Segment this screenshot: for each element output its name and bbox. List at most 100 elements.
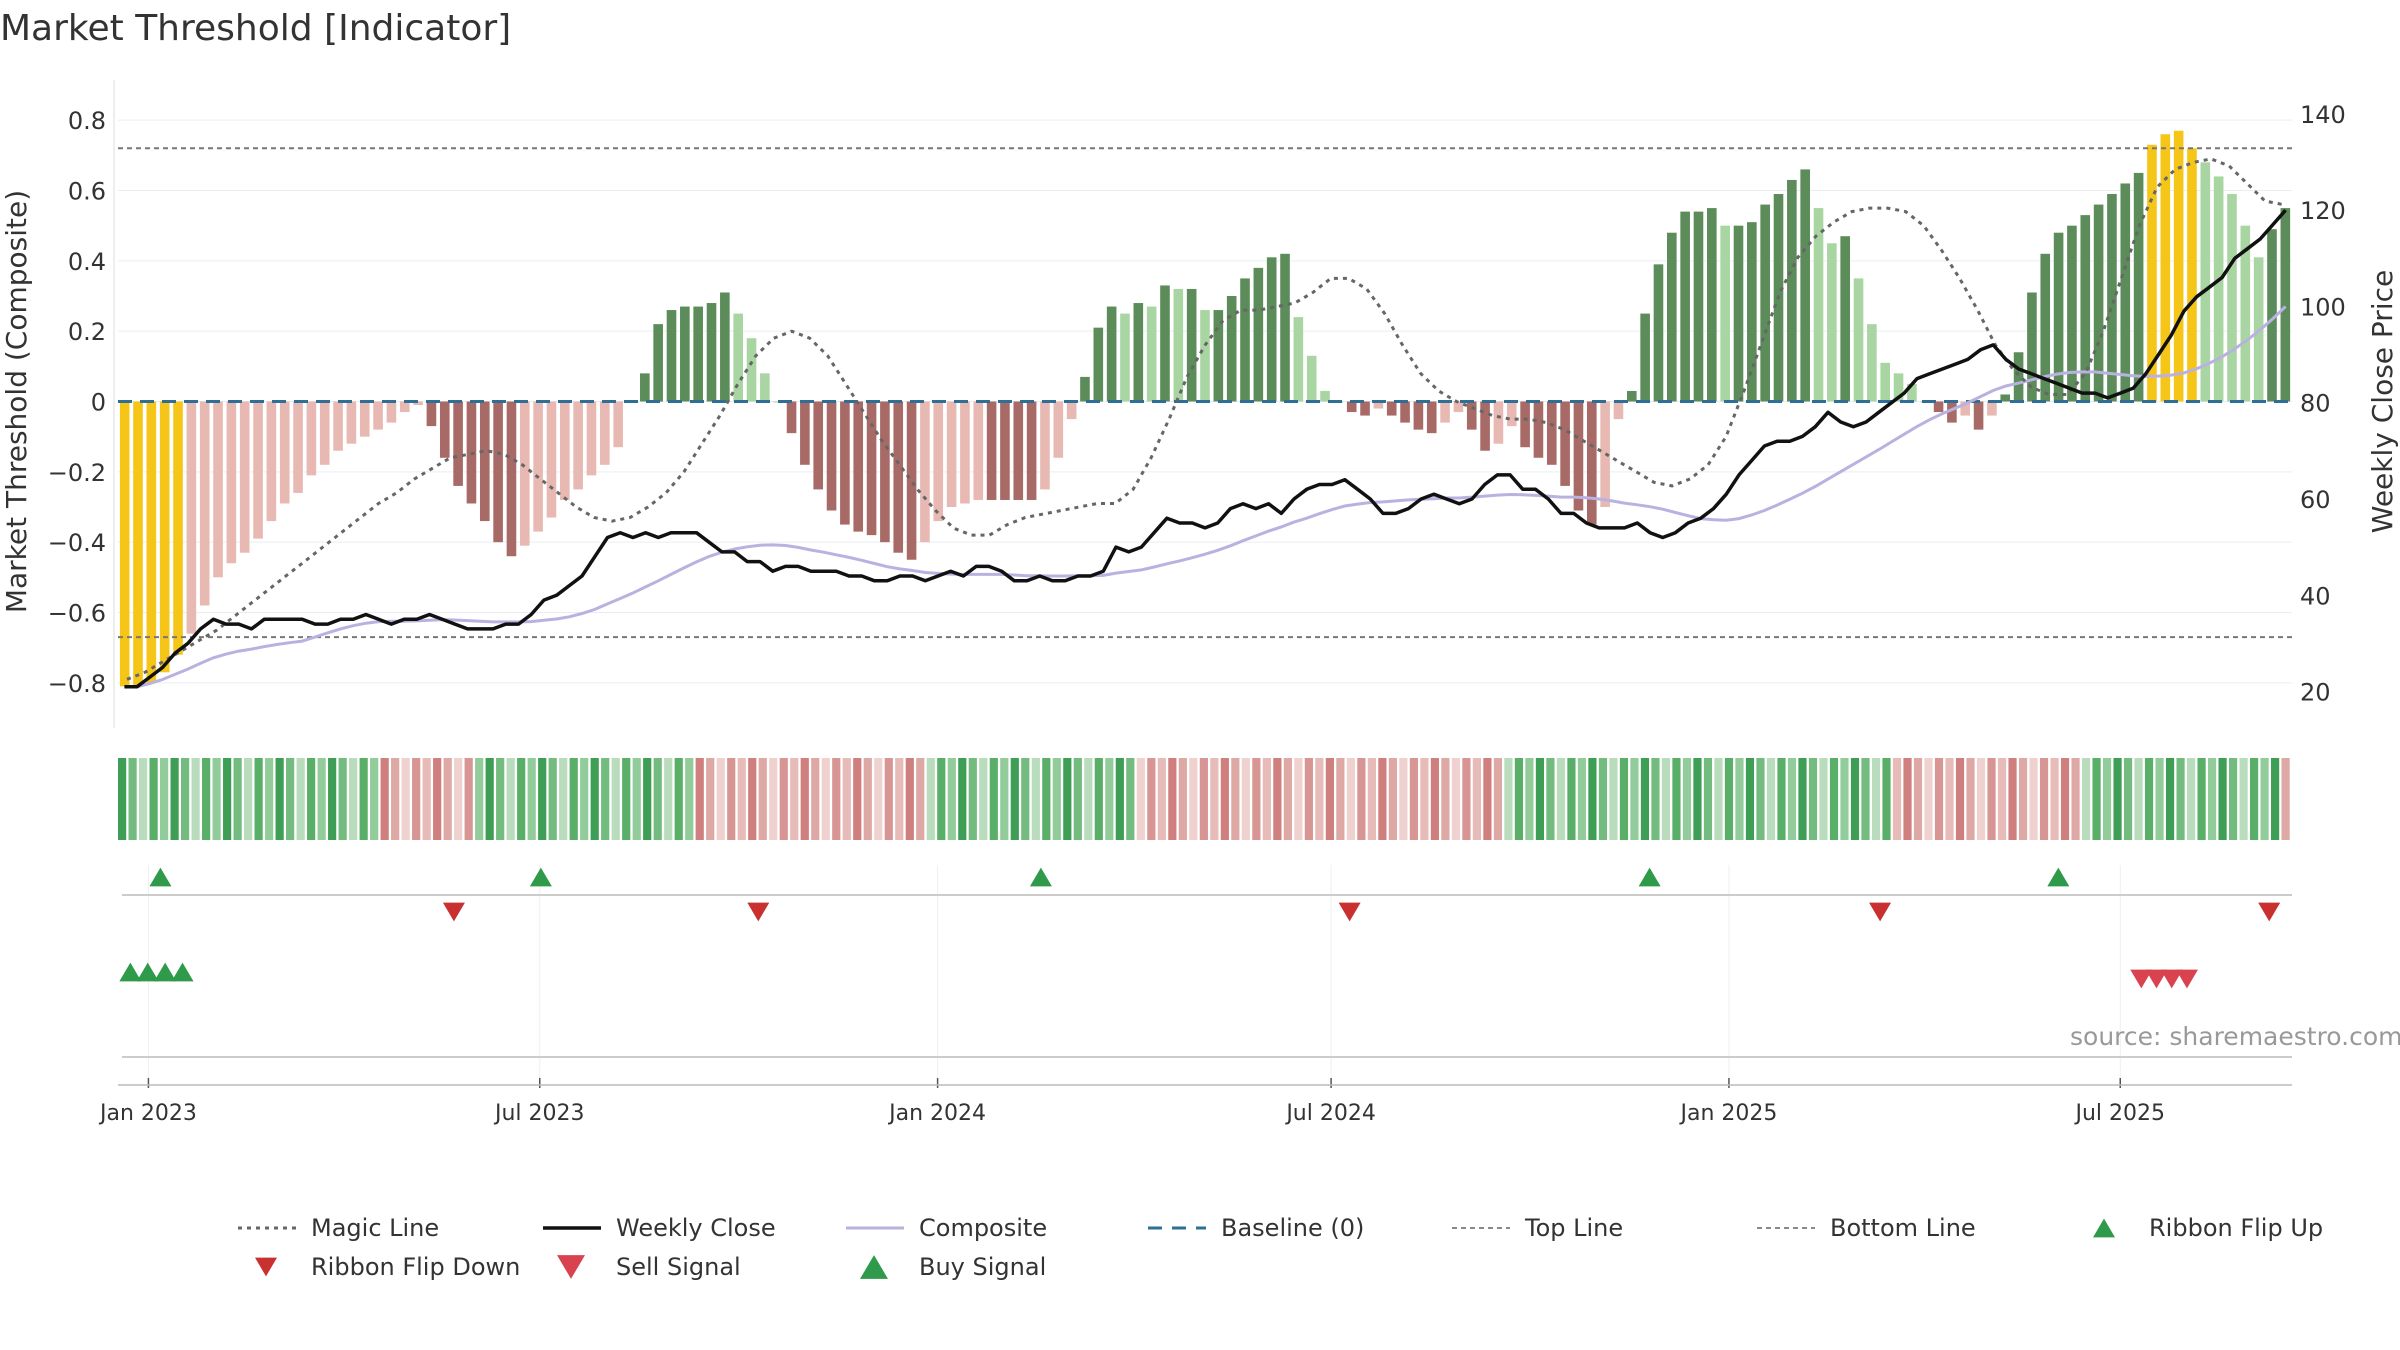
composite-bar xyxy=(1640,313,1650,402)
composite-bar xyxy=(1360,401,1370,416)
composite-bar xyxy=(173,401,183,655)
ribbon-cell xyxy=(685,758,694,840)
legend-item: Weekly Close xyxy=(543,1214,776,1242)
ribbon-cell xyxy=(2260,758,2269,840)
ribbon-cell xyxy=(674,758,683,840)
ribbon-cell xyxy=(328,758,337,840)
legend-item: Sell Signal xyxy=(616,1253,741,1281)
legend-label: Sell Signal xyxy=(616,1253,741,1281)
ribbon-cell xyxy=(370,758,379,840)
legend-label: Weekly Close xyxy=(616,1214,776,1242)
composite-bar xyxy=(1533,401,1544,458)
ribbon-cell xyxy=(601,758,610,840)
ribbon-flip-up-marker xyxy=(149,867,172,887)
composite-bar xyxy=(693,306,703,402)
composite-bar xyxy=(199,401,210,606)
ribbon-cell xyxy=(317,758,326,840)
ribbon-cell xyxy=(1294,758,1303,840)
ribbon-cell xyxy=(2218,758,2227,840)
ribbon-flip-down-marker xyxy=(1869,902,1892,922)
y-tick-label: 0.8 xyxy=(68,107,106,135)
ribbon-cell xyxy=(254,758,263,840)
composite-bar xyxy=(399,401,410,413)
composite-bar xyxy=(1680,211,1690,402)
composite-bar xyxy=(826,401,837,511)
ribbon-cell xyxy=(1346,758,1355,840)
composite-bar xyxy=(2267,229,2277,402)
ribbon-flip-down-marker xyxy=(1338,902,1361,922)
composite-bar xyxy=(1600,401,1610,507)
ribbon-cell xyxy=(2207,758,2217,840)
composite-bar xyxy=(346,401,357,444)
composite-bar xyxy=(1613,401,1624,420)
ribbon-cell xyxy=(1619,758,1629,840)
ribbon-cell xyxy=(1514,758,1524,840)
page-title: Market Threshold [Indicator] xyxy=(0,8,512,49)
ribbon-cell xyxy=(1829,758,1839,840)
magic-line xyxy=(126,157,2284,681)
composite-bar xyxy=(1266,257,1277,402)
ribbon-cell xyxy=(1987,758,1996,840)
ribbon-cell xyxy=(1042,758,1051,840)
composite-bar xyxy=(1280,253,1290,402)
ribbon-cell xyxy=(916,758,925,840)
composite-bar xyxy=(640,373,650,402)
ribbon-cell xyxy=(1420,758,1429,840)
composite-line xyxy=(124,305,2287,689)
ribbon-cell xyxy=(1850,758,1860,840)
composite-bar xyxy=(1760,204,1770,402)
composite-bar xyxy=(1173,288,1184,402)
composite-bar xyxy=(853,401,864,532)
ribbon-cell xyxy=(2113,758,2122,840)
composite-bar xyxy=(2013,352,2024,402)
ribbon-cell xyxy=(2081,758,2091,840)
ribbon-cell xyxy=(1021,758,1030,840)
ribbon-cell xyxy=(874,758,883,840)
legend-item: Baseline (0) xyxy=(1148,1214,1364,1242)
buy-signal-marker xyxy=(119,962,142,982)
composite-bar xyxy=(426,401,437,427)
ribbon-cell xyxy=(748,758,757,840)
ribbon-cell xyxy=(926,758,935,840)
ribbon-cell xyxy=(1567,758,1576,840)
ribbon-cell xyxy=(191,758,200,840)
composite-bar xyxy=(546,401,557,518)
ribbon-cell xyxy=(1955,758,1965,840)
ribbon-cell xyxy=(128,758,137,840)
ribbon-cell xyxy=(937,758,946,840)
legend-label: Magic Line xyxy=(311,1214,439,1242)
composite-bar xyxy=(1466,401,1477,430)
composite-bar xyxy=(1933,401,1944,413)
composite-bar xyxy=(1493,401,1504,444)
composite-bar xyxy=(1386,401,1397,416)
ribbon-cell xyxy=(1808,758,1818,840)
composite-bar xyxy=(159,401,170,673)
composite-bar xyxy=(213,401,223,578)
composite-bar xyxy=(1213,310,1224,402)
composite-bar xyxy=(133,401,143,687)
composite-bar xyxy=(706,303,717,402)
legend-label: Top Line xyxy=(1524,1214,1623,1242)
ribbon-flip-up-marker xyxy=(1638,867,1661,887)
composite-bar xyxy=(1747,222,1757,402)
ribbon-cell xyxy=(2102,758,2112,840)
composite-bar xyxy=(1293,317,1304,402)
composite-bar xyxy=(1667,232,1677,402)
ribbon-cell xyxy=(412,758,421,840)
ribbon-cell xyxy=(1588,758,1597,840)
ribbon-cell xyxy=(1651,758,1660,840)
composite-bar xyxy=(1040,401,1050,490)
legend-item: Bottom Line xyxy=(1757,1214,1976,1242)
composite-bar xyxy=(1120,313,1130,402)
composite-bar xyxy=(279,401,290,504)
ribbon-cell xyxy=(1283,758,1292,840)
composite-bar xyxy=(720,292,730,402)
ribbon-cell xyxy=(1367,758,1376,840)
ribbon-flip-up-marker xyxy=(1029,867,1052,887)
composite-bar xyxy=(1133,303,1144,402)
composite-bar xyxy=(1400,401,1410,423)
composite-bar xyxy=(560,401,570,500)
ribbon-cell xyxy=(464,758,473,840)
composite-bar xyxy=(653,324,663,402)
composite-bar xyxy=(439,401,450,458)
